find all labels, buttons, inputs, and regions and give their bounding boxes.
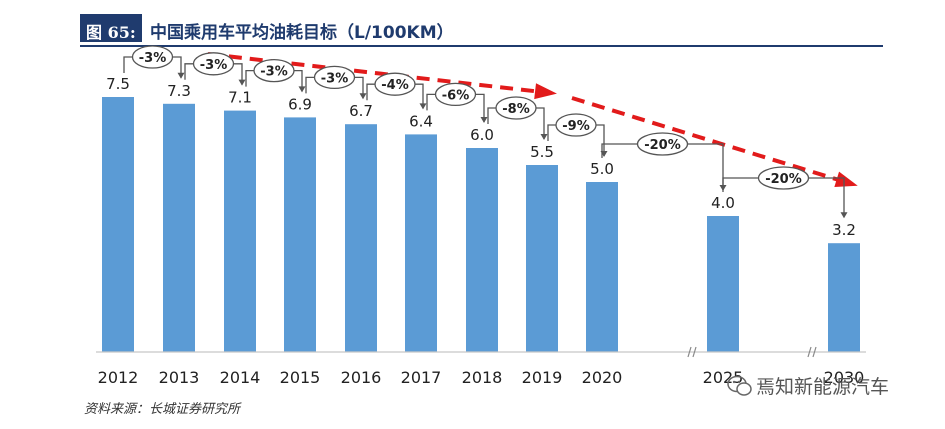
value-label-2015: 6.9 <box>288 95 312 113</box>
tick-label-2019: 2019 <box>522 368 563 387</box>
change-annotation-2013-2014: -3% <box>184 52 246 86</box>
trend-arrows <box>207 52 858 187</box>
axis-break-2 <box>807 346 817 358</box>
bar-2025 <box>707 216 739 352</box>
source-note: 资料来源：长城证券研究所 <box>84 402 241 417</box>
value-label-2016: 6.7 <box>349 102 373 120</box>
change-annotation-2015-2016: -3% <box>305 65 367 100</box>
change-annotation-2020-2025: -20% <box>601 132 727 191</box>
tick-label-2017: 2017 <box>401 368 442 387</box>
bar-2019 <box>526 165 558 352</box>
change-annotations: -3% -3% -3% -3% -4% -6% -8% -9% -20% -20% <box>123 45 848 219</box>
value-label-2030: 3.2 <box>832 221 856 239</box>
change-annotation-2012-2013: -3% <box>123 45 185 79</box>
change-label: -3% <box>139 51 166 66</box>
bar-2012 <box>102 97 134 352</box>
trend-arrow-2 <box>571 96 858 187</box>
tick-label-2014: 2014 <box>220 368 261 387</box>
change-label: -3% <box>200 58 227 73</box>
watermark: 焉知新能源汽车 <box>722 372 889 399</box>
change-label: -20% <box>765 172 802 187</box>
bar-2017 <box>405 134 437 352</box>
value-label-2025: 4.0 <box>711 194 735 212</box>
watermark-text: 焉知新能源汽车 <box>756 376 890 398</box>
bar-2018 <box>466 148 498 352</box>
chart-title: 中国乘用车平均油耗目标（L/100KM） <box>150 23 454 43</box>
value-label-2019: 5.5 <box>530 143 554 161</box>
change-label: -3% <box>321 71 348 86</box>
bar-2016 <box>345 124 377 352</box>
bar-2015 <box>284 117 316 353</box>
value-label-2020: 5.0 <box>590 160 614 178</box>
change-label: -20% <box>644 138 681 153</box>
bars: 7.5 7.3 7.1 6.9 6.7 6.4 6.0 5.5 5.0 4.0 3.2 <box>102 75 860 353</box>
change-annotation-2018-2019: -8% <box>487 96 548 140</box>
value-label-2018: 6.0 <box>470 126 494 144</box>
tick-label-2012: 2012 <box>98 368 139 387</box>
value-label-2017: 6.4 <box>409 112 433 130</box>
tick-label-2020: 2020 <box>582 368 623 387</box>
change-annotation-2017-2018: -6% <box>426 82 488 123</box>
value-label-2012: 7.5 <box>106 75 130 93</box>
change-annotation-2016-2017: -4% <box>366 72 427 110</box>
change-label: -8% <box>502 102 529 117</box>
bar-2030 <box>828 243 860 352</box>
tick-label-2018: 2018 <box>462 368 503 387</box>
axis-break-1 <box>687 346 697 358</box>
figure-header: 图 65: 中国乘用车平均油耗目标（L/100KM） <box>80 14 883 48</box>
bar-2013 <box>163 103 195 352</box>
value-label-2014: 7.1 <box>228 89 252 107</box>
tick-label-2013: 2013 <box>159 368 200 387</box>
x-axis: 2012 2013 2014 2015 2016 2017 2018 2019 2020 2025… <box>96 346 866 387</box>
bar-2020 <box>586 182 618 352</box>
tick-label-2016: 2016 <box>341 368 382 387</box>
trend-arrow-1 <box>207 52 557 100</box>
title-rule <box>80 45 883 47</box>
change-annotation-2014-2015: -3% <box>245 58 306 93</box>
change-label: -4% <box>381 78 408 93</box>
change-annotation-2019-2020: -9% <box>547 113 608 157</box>
tick-label-2030: 2030 <box>824 368 865 387</box>
figure-label-box: 图 65: <box>80 14 142 42</box>
bar-2014 <box>224 110 256 352</box>
change-label: -9% <box>562 119 589 134</box>
tick-label-2015: 2015 <box>280 368 321 387</box>
wechat-logo-icon <box>727 375 752 396</box>
value-label-2013: 7.3 <box>167 82 191 100</box>
change-annotation-2025-2030: -20% <box>722 166 848 219</box>
change-label: -3% <box>260 65 287 80</box>
figure-label: 图 65: <box>86 23 136 42</box>
change-label: -6% <box>442 88 469 103</box>
